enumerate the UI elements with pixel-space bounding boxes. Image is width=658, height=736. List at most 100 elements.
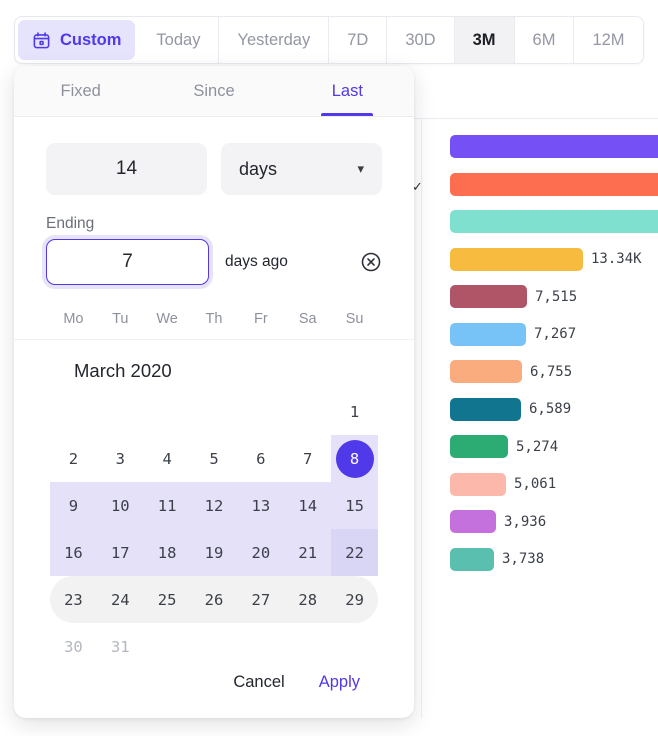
calendar-day-14[interactable]: 14: [284, 482, 331, 529]
ending-days-input[interactable]: 7: [46, 239, 209, 285]
tab-range-label: 12M: [592, 30, 625, 49]
bar-track: 7,267: [450, 322, 576, 346]
weekday-label: Mo: [63, 311, 84, 327]
calendar-day-29[interactable]: 29: [331, 576, 378, 623]
calendar-weekday-header: Mo Tu We Th Fr Sa Su: [14, 285, 414, 340]
calendar-day-5[interactable]: 5: [191, 435, 238, 482]
calendar-day-25[interactable]: 25: [144, 576, 191, 623]
weekday-label: Fr: [254, 311, 268, 327]
calendar-day-number: 12: [204, 496, 224, 515]
bar-fill: [450, 510, 496, 534]
tab-range-label: 3M: [472, 30, 496, 49]
calendar-day-9[interactable]: 9: [50, 482, 97, 529]
calendar-day-number: 30: [64, 637, 83, 656]
calendar-day-30[interactable]: 30: [50, 623, 97, 670]
calendar-day-number: 28: [298, 590, 318, 609]
duration-unit-select[interactable]: days ▾: [221, 143, 382, 195]
calendar-day-19[interactable]: 19: [191, 529, 238, 576]
calendar-day-27[interactable]: 27: [237, 576, 284, 623]
bar-fill: [450, 322, 526, 346]
calendar-day-23[interactable]: 23: [50, 576, 97, 623]
calendar-day-empty: [331, 623, 378, 670]
calendar-day-17[interactable]: 17: [97, 529, 144, 576]
popup-tab-last[interactable]: Last: [281, 66, 414, 116]
bar-fill: [450, 472, 506, 496]
calendar-day-31[interactable]: 31: [97, 623, 144, 670]
date-range-popup: Fixed Since Last 14 days ▾ Ending 7 days a…: [14, 66, 414, 718]
calendar-icon: [32, 31, 51, 50]
bar-fill: [450, 172, 658, 196]
calendar-day-empty: [97, 388, 144, 435]
bar-value-label: 3,738: [502, 551, 545, 568]
bar-track: 7,515: [450, 285, 577, 309]
calendar-day-3[interactable]: 3: [97, 435, 144, 482]
calendar-day-number: 17: [110, 543, 130, 562]
tab-range-12m[interactable]: 12M: [574, 17, 643, 63]
bar-value-label: 5,274: [516, 438, 559, 455]
tab-range-30d[interactable]: 30D: [387, 17, 455, 63]
duration-unit-value: days: [239, 158, 278, 179]
calendar-day-8[interactable]: 8: [331, 435, 378, 482]
calendar-day-24[interactable]: 24: [97, 576, 144, 623]
bar-fill: [450, 397, 521, 421]
popup-tab-fixed[interactable]: Fixed: [14, 66, 147, 116]
calendar-day-number: 20: [251, 543, 271, 562]
calendar-day-15[interactable]: 15: [331, 482, 378, 529]
calendar-day-18[interactable]: 18: [144, 529, 191, 576]
calendar-day-10[interactable]: 10: [97, 482, 144, 529]
calendar-day-number: 23: [64, 590, 83, 609]
bar-fill: [450, 285, 527, 309]
tab-range-3m[interactable]: 3M: [454, 17, 515, 63]
calendar-day-28[interactable]: 28: [284, 576, 331, 623]
calendar-day-16[interactable]: 16: [50, 529, 97, 576]
calendar-day-6[interactable]: 6: [237, 435, 284, 482]
calendar-day-7[interactable]: 7: [284, 435, 331, 482]
ending-suffix-label: days ago: [225, 253, 288, 270]
calendar-week-row: 23 24 25 26 27 28 29: [50, 576, 378, 623]
calendar-week-row: 9 10 11 12 13 14 15: [50, 482, 378, 529]
chevron-down-icon[interactable]: ✓: [412, 179, 423, 194]
calendar-week-row: 1: [50, 388, 378, 435]
calendar-day-empty: [191, 623, 238, 670]
calendar-day-number: 15: [345, 496, 364, 515]
tab-range-label: 7D: [347, 30, 369, 49]
calendar-day-12[interactable]: 12: [191, 482, 238, 529]
popup-tab-label: Last: [331, 81, 363, 100]
weekday-label: Tu: [112, 311, 129, 327]
calendar-day-1[interactable]: 1: [331, 388, 378, 435]
tab-range-7d[interactable]: 7D: [329, 17, 388, 63]
calendar-day-number: 19: [204, 543, 224, 562]
tab-range-yesterday[interactable]: Yesterday: [219, 17, 330, 63]
calendar-day-number: 16: [64, 543, 83, 562]
calendar-day-11[interactable]: 11: [144, 482, 191, 529]
calendar-day-2[interactable]: 2: [50, 435, 97, 482]
tab-range-today[interactable]: Today: [138, 17, 220, 63]
calendar-day-26[interactable]: 26: [191, 576, 238, 623]
popup-tab-since[interactable]: Since: [147, 66, 280, 116]
bar-track: 13.34K: [450, 247, 642, 271]
calendar-day-13[interactable]: 13: [237, 482, 284, 529]
calendar-day-number: 7: [303, 449, 313, 468]
calendar-day-4[interactable]: 4: [144, 435, 191, 482]
bar-track: [450, 135, 658, 159]
calendar-day-empty: [144, 388, 191, 435]
tab-custom[interactable]: Custom: [18, 20, 136, 60]
bar-track: [450, 210, 658, 234]
range-tab-group: Today Yesterday 7D 30D 3M 6M 12M: [138, 17, 643, 63]
calendar-day-21[interactable]: 21: [284, 529, 331, 576]
calendar-day-empty: [191, 388, 238, 435]
clear-circle-icon[interactable]: [360, 251, 382, 273]
apply-button[interactable]: Apply: [318, 673, 360, 691]
tab-range-6m[interactable]: 6M: [514, 17, 575, 63]
cancel-button[interactable]: Cancel: [233, 673, 285, 691]
bar-track: 3,936: [450, 510, 546, 534]
calendar-day-20[interactable]: 20: [237, 529, 284, 576]
calendar-day-22[interactable]: 22: [331, 529, 378, 576]
calendar-day-number: 2: [68, 449, 79, 468]
duration-amount-input[interactable]: 14: [46, 143, 207, 195]
tab-range-label: Yesterday: [237, 30, 311, 49]
calendar-day-number: 29: [345, 590, 364, 609]
calendar-day-number: 27: [251, 590, 271, 609]
weekday-label: We: [156, 311, 178, 327]
